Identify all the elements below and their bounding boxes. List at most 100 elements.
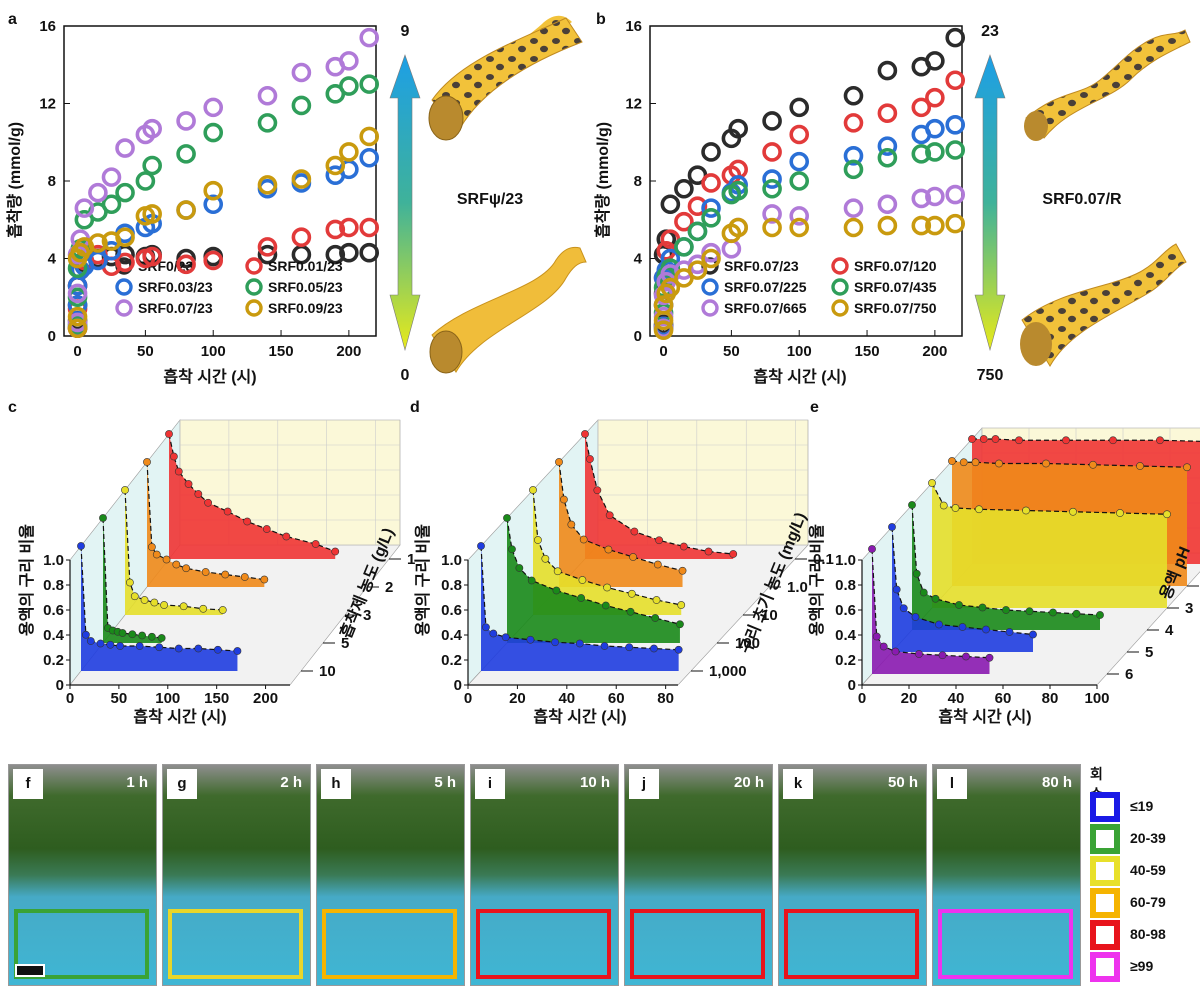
- x-axis-label-a: 흡착 시간 (시): [163, 367, 256, 386]
- data-point: [888, 523, 896, 531]
- data-point: [262, 525, 271, 533]
- series-area: [125, 490, 223, 615]
- data-point: [130, 592, 139, 601]
- data-point: [911, 215, 932, 236]
- recovery-swatch: [1090, 920, 1120, 950]
- photo-panel-i: i 10 h: [470, 764, 619, 986]
- data-point: [115, 252, 135, 273]
- recovery-label: 40-59: [1130, 862, 1166, 878]
- data-point: [603, 583, 612, 592]
- data-point: [325, 244, 346, 265]
- y-tick-label: 1.0: [43, 552, 64, 569]
- data-point: [174, 644, 183, 653]
- y-tick-label: 0: [48, 328, 56, 345]
- data-point: [331, 547, 340, 556]
- data-point: [260, 575, 269, 584]
- y-tick-label: 16: [625, 18, 642, 35]
- data-point: [676, 620, 684, 629]
- data-point: [928, 479, 936, 487]
- data-point: [925, 51, 945, 71]
- fit-line: [506, 517, 681, 625]
- data-point: [762, 111, 782, 131]
- series-area: [147, 462, 265, 587]
- data-point: [508, 545, 516, 554]
- data-point: [931, 594, 940, 603]
- legend-label: SRF0.07/435: [854, 279, 937, 295]
- data-point: [626, 607, 635, 616]
- z-tick-label: 1: [407, 551, 415, 568]
- legend-marker: [831, 257, 849, 275]
- data-point: [140, 596, 149, 604]
- data-point: [843, 217, 864, 238]
- data-point: [128, 630, 137, 639]
- data-point: [660, 277, 681, 298]
- x-tick-label: 50: [723, 343, 740, 360]
- x-tick-label: 50: [137, 343, 154, 360]
- photo-panel-g: g 2 h: [162, 764, 311, 986]
- data-point: [101, 194, 122, 215]
- data-point: [879, 642, 888, 651]
- x-tick-label: 20: [509, 690, 526, 707]
- data-point: [935, 620, 943, 629]
- data-point: [240, 573, 249, 581]
- x-tick-label: 50: [111, 690, 128, 707]
- data-point: [877, 194, 898, 215]
- data-point: [679, 542, 688, 551]
- data-point: [650, 644, 658, 653]
- data-point: [1029, 630, 1037, 639]
- recovery-label: ≥99: [1130, 958, 1154, 974]
- data-point: [955, 601, 963, 609]
- data-point: [843, 198, 864, 218]
- data-point: [339, 51, 359, 71]
- data-point: [939, 501, 948, 510]
- x-tick-label: 0: [858, 690, 866, 707]
- legend-marker: [831, 299, 849, 317]
- y-tick-label: 0.6: [43, 602, 64, 619]
- arrow-mid-label-b: SRF0.07/R: [1042, 191, 1122, 208]
- data-point: [1002, 606, 1010, 614]
- z-tick-label: 5: [1145, 644, 1153, 661]
- series-area: [507, 518, 680, 643]
- data-point: [477, 542, 485, 550]
- data-point: [655, 536, 664, 545]
- z-tick-label: 0.1: [813, 551, 834, 568]
- legend-label: SRF0.07/225: [724, 279, 807, 295]
- data-point: [359, 147, 380, 168]
- data-point: [701, 208, 721, 228]
- gradient-arrow-b: [974, 54, 1006, 352]
- y-tick-label: 12: [625, 96, 642, 113]
- legend-label: SRF0.03/23: [138, 279, 213, 295]
- x-tick-label: 200: [336, 343, 361, 360]
- recovery-label: 20-39: [1130, 830, 1166, 846]
- legend-marker: [115, 278, 133, 296]
- data-point: [660, 194, 681, 215]
- y-tick-label: 0.2: [43, 652, 64, 669]
- x-tick-label: 150: [855, 343, 880, 360]
- data-point: [978, 603, 987, 612]
- data-point: [945, 115, 966, 135]
- data-point: [257, 113, 278, 133]
- data-point: [911, 188, 932, 209]
- data-point: [892, 585, 901, 594]
- panel-label-e: e: [810, 399, 819, 416]
- data-point: [135, 171, 156, 191]
- data-point: [174, 467, 183, 476]
- data-point: [729, 550, 738, 558]
- data-point: [1042, 459, 1050, 468]
- legend-marker: [831, 278, 849, 296]
- y-axis-label-b: 흡착량 (mmol/g): [593, 122, 612, 238]
- legend-label: SRF0.07/23: [138, 300, 213, 316]
- y-tick-label: 0.8: [441, 577, 462, 594]
- data-point: [203, 97, 224, 118]
- data-point: [945, 27, 966, 48]
- data-point: [789, 217, 810, 238]
- recovery-label: 60-79: [1130, 894, 1166, 910]
- data-point: [115, 227, 135, 247]
- photo-panel-f: f 1 h: [8, 764, 157, 986]
- data-point: [985, 653, 994, 662]
- data-point: [552, 586, 561, 595]
- data-point: [728, 118, 748, 139]
- data-point: [915, 650, 923, 658]
- x-tick-label: 150: [204, 690, 229, 707]
